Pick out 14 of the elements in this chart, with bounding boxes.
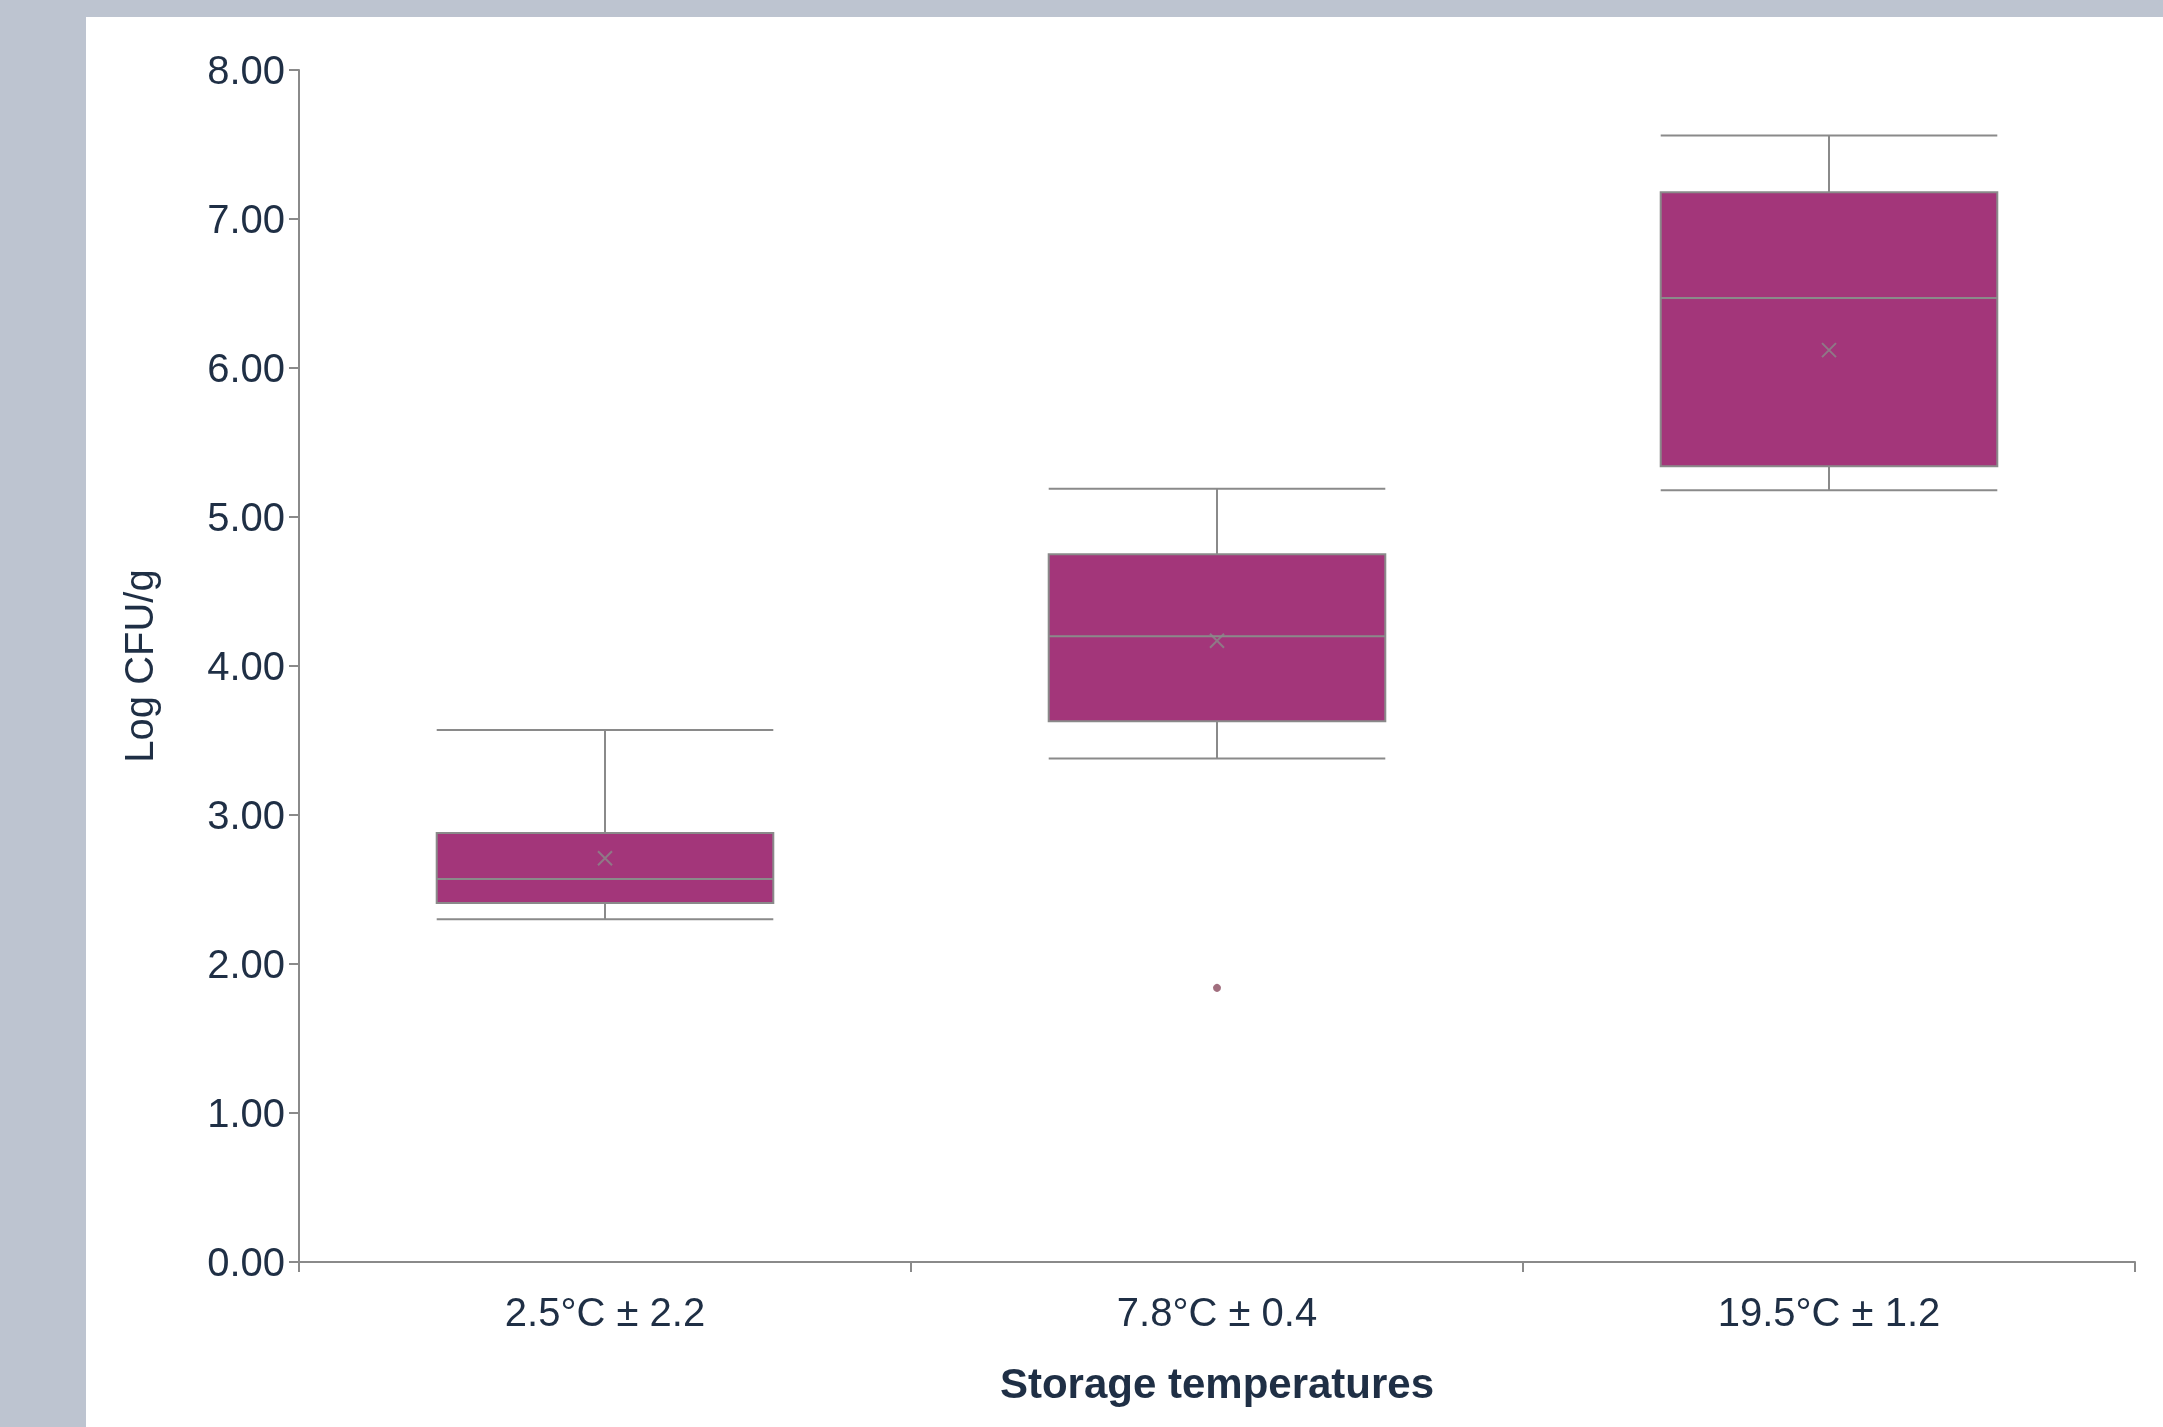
x-tick-label: 7.8°C ± 0.4 bbox=[1116, 1290, 1318, 1334]
y-tick-label: 1.00 bbox=[207, 1091, 285, 1135]
y-tick-label: 4.00 bbox=[207, 644, 285, 688]
y-tick-label: 5.00 bbox=[207, 495, 285, 539]
y-tick-label: 0.00 bbox=[207, 1240, 285, 1284]
y-axis-title: Log CFU/g bbox=[117, 569, 161, 763]
y-tick-label: 2.00 bbox=[207, 942, 285, 986]
y-tick-label: 6.00 bbox=[207, 346, 285, 390]
y-tick-label: 7.00 bbox=[207, 197, 285, 241]
x-axis-title: Storage temperatures bbox=[999, 1359, 1435, 1407]
y-tick-label: 3.00 bbox=[207, 793, 285, 837]
y-tick-label: 8.00 bbox=[207, 48, 285, 92]
x-tick-label: 19.5°C ± 1.2 bbox=[1717, 1290, 1941, 1334]
x-tick-label: 2.5°C ± 2.2 bbox=[504, 1290, 706, 1334]
